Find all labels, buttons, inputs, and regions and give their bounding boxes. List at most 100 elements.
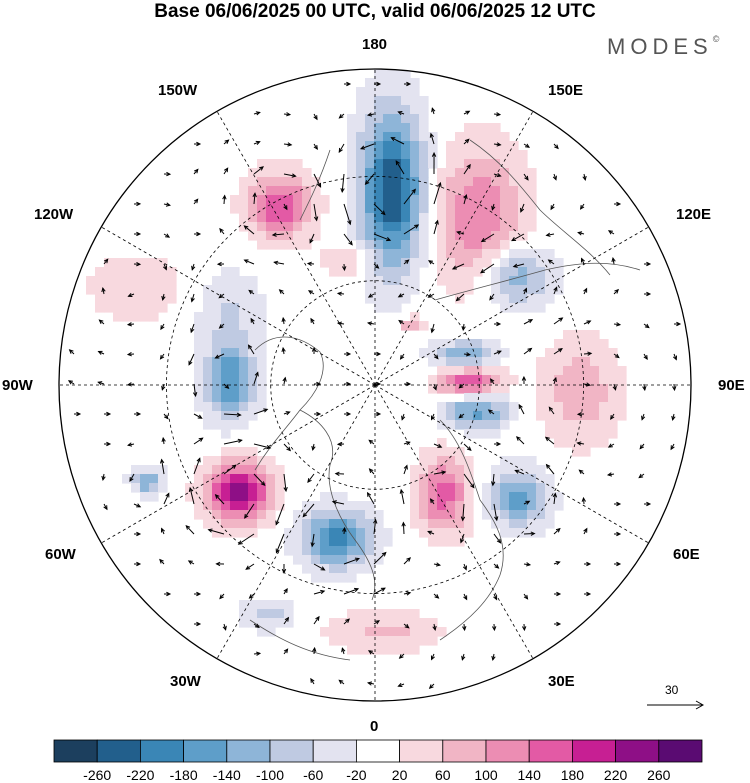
- anomaly-cell: [374, 222, 384, 232]
- anomaly-cell: [374, 123, 384, 133]
- wind-arrow-icon: [185, 524, 195, 535]
- wind-arrow-icon: [614, 201, 622, 207]
- anomaly-cell: [203, 303, 213, 313]
- anomaly-cell: [239, 303, 249, 313]
- anomaly-cell: [455, 483, 465, 493]
- anomaly-cell: [473, 411, 483, 421]
- wind-arrow-icon: [313, 563, 326, 571]
- anomaly-cell: [419, 114, 429, 124]
- anomaly-cell: [455, 159, 465, 169]
- anomaly-cell: [536, 366, 546, 376]
- anomaly-cell: [464, 123, 474, 133]
- wind-arrow-icon: [397, 111, 405, 116]
- anomaly-cell: [347, 204, 357, 214]
- anomaly-cell: [491, 474, 501, 484]
- colorbar-swatch: [442, 739, 487, 763]
- wind-arrow-icon: [336, 441, 345, 447]
- anomaly-cell: [122, 303, 132, 313]
- anomaly-cell: [383, 168, 393, 178]
- anomaly-cell: [482, 420, 492, 430]
- anomaly-cell: [257, 375, 267, 385]
- anomaly-cell: [311, 573, 321, 583]
- anomaly-cell: [455, 375, 465, 385]
- wind-arrow-icon: [247, 344, 255, 355]
- anomaly-cell: [356, 627, 366, 637]
- wind-arrow-icon: [451, 263, 465, 270]
- anomaly-cell: [266, 204, 276, 214]
- wind-arrow-icon: [223, 139, 230, 145]
- anomaly-cell: [221, 483, 231, 493]
- wind-arrow-icon: [489, 378, 495, 385]
- anomaly-cell: [563, 384, 573, 394]
- wind-arrow-icon: [187, 560, 195, 565]
- wind-arrow-icon: [612, 383, 617, 391]
- anomaly-cell: [518, 465, 528, 475]
- anomaly-cell: [203, 375, 213, 385]
- wind-arrow-icon: [163, 202, 171, 207]
- wind-arrow-icon: [493, 503, 499, 522]
- wind-arrow-icon: [523, 531, 536, 536]
- anomaly-cell: [338, 564, 348, 574]
- wind-arrow-icon: [193, 168, 199, 175]
- anomaly-cell: [536, 384, 546, 394]
- anomaly-cell: [419, 222, 429, 232]
- anomaly-cell: [383, 141, 393, 151]
- wind-arrow-icon: [373, 551, 387, 565]
- anomaly-cell: [230, 303, 240, 313]
- anomaly-cell: [599, 357, 609, 367]
- anomaly-cell: [230, 321, 240, 331]
- anomaly-cell: [338, 258, 348, 268]
- anomaly-cell: [392, 258, 402, 268]
- anomaly-cell: [248, 366, 258, 376]
- anomaly-cell: [95, 285, 105, 295]
- anomaly-cell: [464, 240, 474, 250]
- anomaly-cell: [410, 258, 420, 268]
- wind-arrow-icon: [163, 492, 170, 505]
- anomaly-cell: [536, 285, 546, 295]
- anomaly-cell: [527, 168, 537, 178]
- wind-arrow-icon: [577, 231, 585, 236]
- wind-arrow-icon: [207, 528, 225, 535]
- anomaly-cell: [401, 222, 411, 232]
- wind-arrow-icon: [433, 470, 447, 475]
- lon-label-30e: 30E: [548, 673, 575, 690]
- wind-arrow-icon: [193, 198, 199, 205]
- anomaly-cell: [554, 492, 564, 502]
- anomaly-cell: [581, 384, 591, 394]
- anomaly-cell: [365, 555, 375, 565]
- anomaly-cell: [302, 546, 312, 556]
- anomaly-cell: [545, 474, 555, 484]
- anomaly-cell: [428, 465, 438, 475]
- anomaly-cell: [482, 501, 492, 511]
- anomaly-cell: [284, 222, 294, 232]
- anomaly-cell: [347, 195, 357, 205]
- anomaly-cell: [131, 483, 141, 493]
- wind-arrow-icon: [583, 351, 593, 356]
- anomaly-cell: [509, 150, 519, 160]
- wind-arrow-icon: [641, 413, 646, 421]
- wind-arrow-icon: [492, 623, 497, 632]
- anomaly-cell: [500, 195, 510, 205]
- anomaly-cell: [266, 177, 276, 187]
- wind-arrow-icon: [237, 533, 255, 545]
- anomaly-cell: [347, 618, 357, 628]
- anomaly-cell: [293, 204, 303, 214]
- lon-label-150w: 150W: [158, 82, 198, 99]
- anomaly-cell: [437, 357, 447, 367]
- wind-arrow-icon: [523, 173, 529, 181]
- anomaly-cell: [203, 330, 213, 340]
- anomaly-cell: [194, 339, 204, 349]
- anomaly-cell: [257, 348, 267, 358]
- anomaly-cell: [365, 159, 375, 169]
- anomaly-cell: [203, 411, 213, 421]
- anomaly-cell: [491, 150, 501, 160]
- anomaly-cell: [293, 555, 303, 565]
- anomaly-cell: [239, 483, 249, 493]
- anomaly-cell: [257, 501, 267, 511]
- anomaly-cell: [275, 483, 285, 493]
- wind-arrow-icon: [271, 232, 285, 237]
- anomaly-cell: [239, 222, 249, 232]
- anomaly-cell: [392, 204, 402, 214]
- anomaly-cell: [527, 492, 537, 502]
- anomaly-cell: [491, 393, 501, 403]
